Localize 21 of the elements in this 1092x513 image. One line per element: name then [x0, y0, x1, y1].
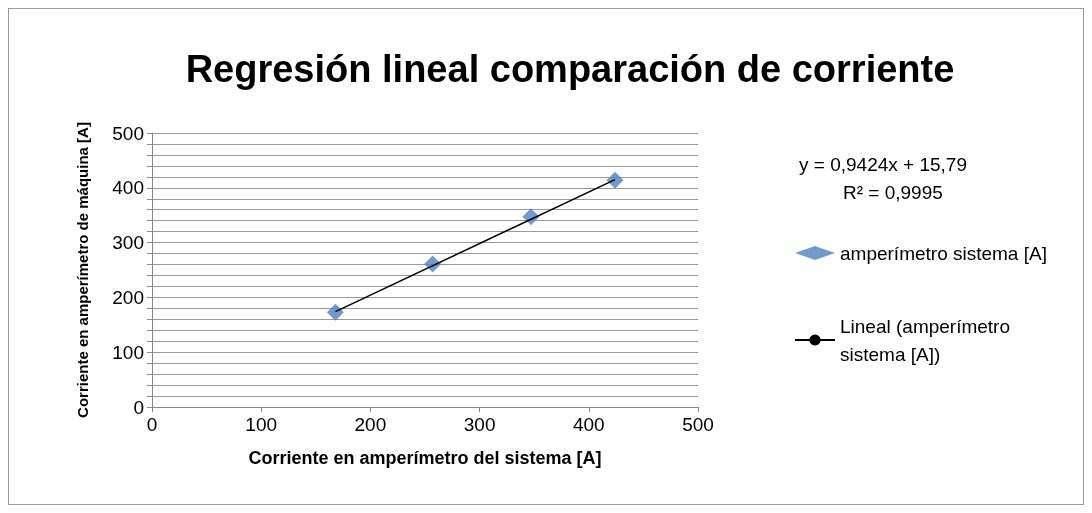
chart-title: Regresión lineal comparación de corriente — [185, 48, 955, 90]
y-tick-label: 400 — [112, 177, 144, 199]
y-tick-label: 0 — [133, 396, 144, 418]
point — [326, 303, 344, 321]
y-tick-label: 100 — [112, 341, 144, 363]
y-tick-label: 200 — [112, 286, 144, 308]
x-tick-label: 100 — [245, 414, 278, 435]
point — [606, 171, 624, 189]
legend-label: Lineal (amperímetro sistema [A]) — [840, 315, 1016, 365]
text: R² = 0,9995 — [843, 182, 943, 203]
x-axis-title: Corriente en amperímetro del sistema [A] — [248, 448, 602, 468]
x-tick-label: 200 — [354, 414, 387, 435]
legend-label: amperímetro sistema [A] — [840, 242, 1047, 264]
x-tick-label: 300 — [463, 414, 496, 435]
x-tick-label: 0 — [146, 414, 158, 435]
y-tick-label: 500 — [112, 122, 144, 144]
text: y = 0,9424x + 15,79 — [799, 154, 967, 175]
y-tick-label: 300 — [112, 232, 144, 254]
x-tick-label: 400 — [572, 414, 605, 435]
x-tick-label: 500 — [682, 414, 714, 435]
y-axis-title: Corriente en amperímetro de máquina [A] — [74, 122, 91, 418]
